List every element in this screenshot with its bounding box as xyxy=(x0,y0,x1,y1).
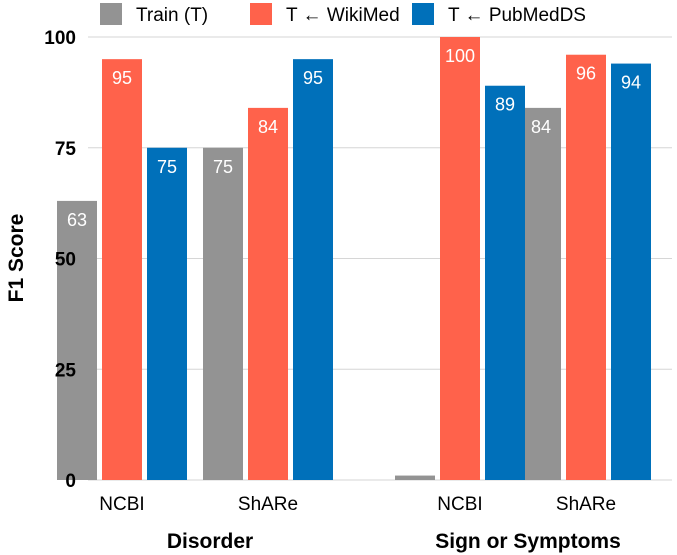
x-category-label: NCBI xyxy=(99,494,144,515)
bar-2-2 xyxy=(248,107,288,480)
legend-swatch xyxy=(250,3,272,25)
x-category-label: NCBI xyxy=(437,494,482,515)
y-tick-label: 75 xyxy=(55,139,77,160)
data-label: 100 xyxy=(445,46,475,66)
legend-swatch xyxy=(412,3,434,25)
data-label: 96 xyxy=(576,64,596,84)
bar-1-4 xyxy=(521,107,561,480)
data-label: 75 xyxy=(157,157,177,177)
y-axis-title: F1 Score xyxy=(5,214,28,303)
y-tick-label: 25 xyxy=(55,360,77,381)
data-label: 94 xyxy=(621,73,641,93)
bar-2-3 xyxy=(440,37,480,480)
bar-2-1 xyxy=(102,59,142,481)
data-label: 95 xyxy=(303,68,323,88)
data-label: 63 xyxy=(67,210,87,230)
legend-swatch xyxy=(100,3,122,25)
bars xyxy=(57,37,651,481)
y-tick-label: 0 xyxy=(65,471,76,492)
data-label: 84 xyxy=(531,117,551,137)
legend: Train (T) T ← WikiMed T ← PubMedDS xyxy=(100,3,586,26)
data-label: 75 xyxy=(213,157,233,177)
legend-label: T ← WikiMed xyxy=(286,5,400,26)
bar-2-4 xyxy=(566,54,606,480)
bar-3-4 xyxy=(611,63,651,480)
bar-3-1 xyxy=(147,147,187,480)
data-label: 95 xyxy=(112,68,132,88)
x-category-label: ShARe xyxy=(556,494,616,515)
legend-label: T ← PubMedDS xyxy=(448,5,586,26)
bar-1-2 xyxy=(203,147,243,480)
y-tick-label: 50 xyxy=(55,250,76,271)
data-label: 89 xyxy=(495,95,515,115)
axes: 0 25 50 75 100 NCBI ShARe NCBI ShARe Disorder Sign… xyxy=(44,28,620,553)
x-category-label: ShARe xyxy=(238,494,298,515)
x-group-label: Disorder xyxy=(167,530,253,553)
y-tick-label: 100 xyxy=(44,28,76,49)
data-labels: 63 75 84 95 84 100 96 75 95 89 94 xyxy=(67,46,641,230)
bar-1-3 xyxy=(395,475,435,480)
bar-3-2 xyxy=(293,59,333,481)
bar-1-1 xyxy=(57,200,97,480)
data-label: 84 xyxy=(258,117,278,137)
x-group-label: Sign or Symptoms xyxy=(435,530,621,553)
bar-3-3 xyxy=(485,85,525,480)
legend-label: Train (T) xyxy=(136,5,208,26)
